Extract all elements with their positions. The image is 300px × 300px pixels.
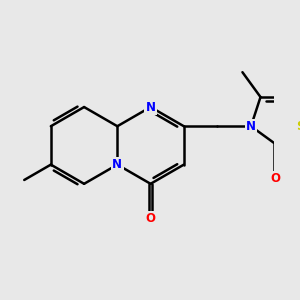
- Text: N: N: [112, 158, 122, 171]
- Text: O: O: [271, 172, 281, 185]
- Text: O: O: [146, 212, 156, 225]
- Text: S: S: [296, 120, 300, 133]
- Text: N: N: [246, 120, 256, 133]
- Text: N: N: [146, 100, 156, 113]
